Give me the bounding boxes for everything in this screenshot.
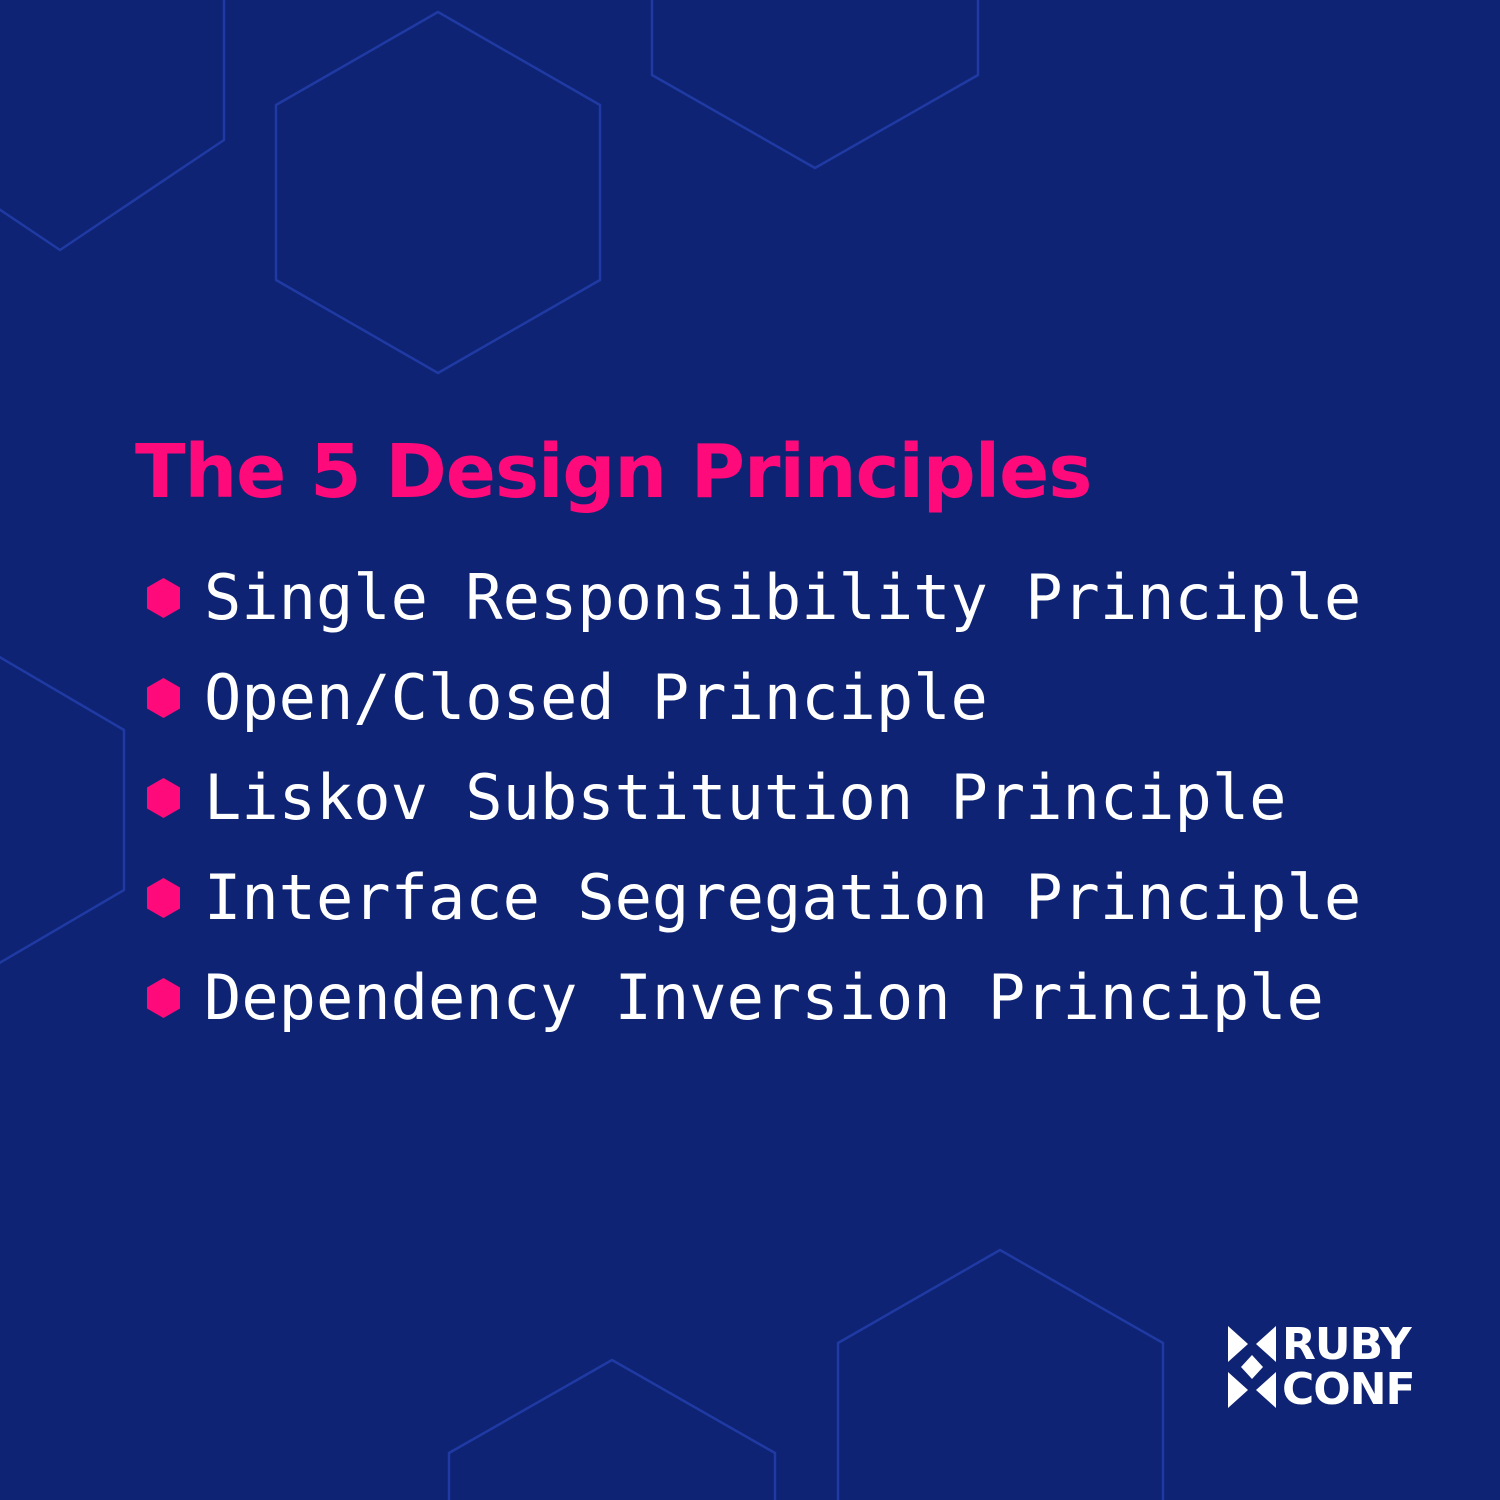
principle-label: Dependency Inversion Principle (204, 961, 1324, 1034)
bg-hexagon (447, 1358, 777, 1500)
hexagon-bullet-icon (147, 678, 180, 718)
logo-word-conf: CONF (1282, 1364, 1416, 1415)
rubyconf-mark-icon (1228, 1326, 1276, 1408)
bg-hexagon (650, 0, 980, 170)
page-title: The 5 Design Principles (135, 429, 1092, 515)
bg-hexagon (274, 10, 602, 375)
principle-item-interface-segregation: Interface Segregation Principle (145, 848, 1361, 948)
principle-item-dependency-inversion: Dependency Inversion Principle (145, 948, 1361, 1048)
bg-hexagon (836, 1248, 1165, 1500)
principle-label: Single Responsibility Principle (204, 561, 1362, 634)
principle-item-liskov-substitution: Liskov Substitution Principle (145, 748, 1361, 848)
rubyconf-logo: RUBY CONF (1226, 1319, 1416, 1415)
principles-list: Single Responsibility Principle Open/Clo… (145, 548, 1361, 1048)
hexagon-bullet-icon (147, 778, 180, 818)
rubyconf-wordmark: RUBY CONF (1282, 1319, 1416, 1415)
logo-word-ruby: RUBY (1282, 1319, 1412, 1370)
principle-item-single-responsibility: Single Responsibility Principle (145, 548, 1361, 648)
principle-item-open-closed: Open/Closed Principle (145, 648, 1361, 748)
bg-hexagon (0, 0, 226, 252)
hexagon-bullet-icon (147, 978, 180, 1018)
hexagon-bullet-icon (147, 878, 180, 918)
principle-label: Liskov Substitution Principle (204, 761, 1287, 834)
hexagon-bullet-icon (147, 578, 180, 618)
bg-hexagon (0, 655, 126, 965)
principle-label: Interface Segregation Principle (204, 861, 1362, 934)
principle-label: Open/Closed Principle (204, 661, 988, 734)
